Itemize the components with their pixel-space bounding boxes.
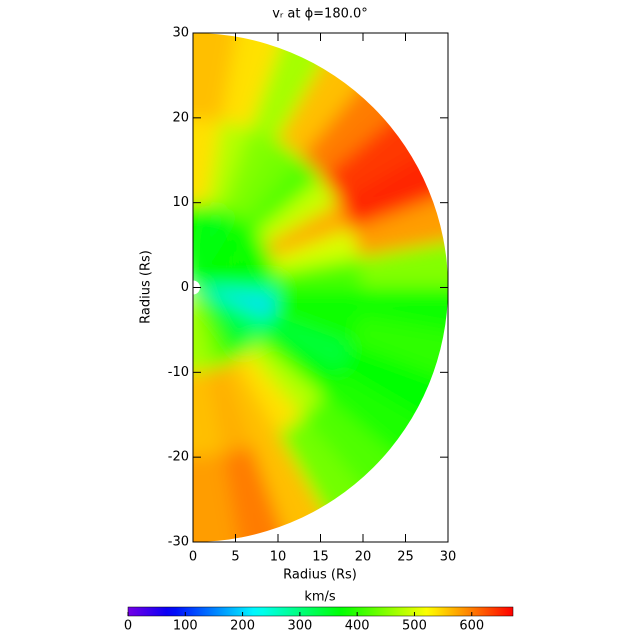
- colorbar-tick-label: 200: [230, 619, 255, 634]
- x-tick-label: 0: [189, 550, 197, 565]
- x-tick-label: 20: [355, 550, 372, 565]
- field-clip: [193, 33, 449, 542]
- x-tick-label: 25: [397, 550, 414, 565]
- colorbar-tick-label: 300: [287, 619, 312, 634]
- y-tick-label: 20: [172, 110, 189, 125]
- colorbar: [127, 606, 514, 617]
- x-tick-label: 10: [270, 550, 287, 565]
- y-tick-label: 30: [172, 26, 189, 41]
- y-axis-label: Radius (Rs): [139, 250, 154, 324]
- field-cell: [193, 365, 224, 459]
- colorbar-tick-label: 400: [345, 619, 370, 634]
- colorbar-tick-label: 500: [402, 619, 427, 634]
- colorbar-tick-label: 100: [173, 619, 198, 634]
- field-cell: [193, 445, 243, 542]
- y-tick-label: -30: [168, 535, 189, 550]
- y-tick-label: 0: [181, 280, 189, 295]
- colorbar-label: km/s: [304, 590, 336, 605]
- colorbar-tick-label: 0: [124, 619, 132, 634]
- chart-title: vᵣ at ϕ=180.0°: [272, 7, 368, 22]
- y-tick-label: 10: [172, 195, 189, 210]
- colorbar-tick-label: 600: [459, 619, 484, 634]
- x-axis-label: Radius (Rs): [283, 568, 357, 583]
- x-tick-label: 15: [312, 550, 329, 565]
- field: [193, 33, 449, 542]
- field-cell: [193, 33, 243, 130]
- y-tick-label: -20: [168, 450, 189, 465]
- y-tick-label: -10: [168, 365, 189, 380]
- x-tick-label: 30: [440, 550, 457, 565]
- x-tick-label: 5: [231, 550, 239, 565]
- axes: [192, 32, 449, 543]
